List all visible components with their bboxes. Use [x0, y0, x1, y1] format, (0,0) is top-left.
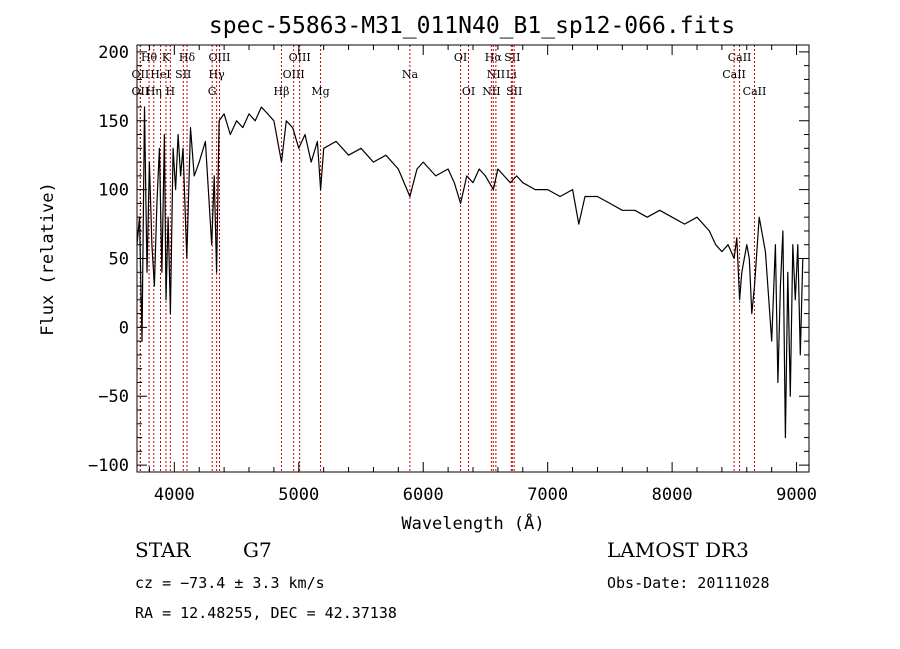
spectral-line-label: Mg: [311, 85, 329, 98]
spectral-line-label: H: [166, 85, 176, 98]
spectral-line-label: CaII: [728, 51, 752, 64]
spectral-line-label: Hδ: [179, 51, 196, 64]
x-axis-label: Wavelength (Å): [401, 512, 544, 534]
spectral-line-label: SII: [504, 51, 520, 64]
x-tick-label: 9000: [776, 485, 817, 505]
spectral-line-label: Hγ: [209, 68, 226, 81]
spectral-line-label: Hα: [485, 51, 503, 64]
spectral-line-label: G: [208, 85, 217, 98]
spectral-line-label: OII: [132, 85, 150, 98]
y-tick-label: 50: [109, 250, 129, 270]
y-tick-label: 200: [98, 43, 129, 63]
spectral-line-label: OIII: [283, 68, 305, 81]
x-tick-label: 4000: [154, 485, 195, 505]
spectral-line-label: Na: [402, 68, 419, 81]
spectral-line-label: NII: [487, 68, 505, 81]
spectral-line-label: Hη: [146, 85, 162, 98]
x-axis: 4000 5000 6000 7000 8000 9000: [148, 45, 817, 505]
y-tick-label: −100: [88, 456, 129, 476]
spectral-line-label: OI: [462, 85, 475, 98]
spectral-line-label: SII: [506, 85, 522, 98]
chart-title: spec-55863-M31_011N40_B1_sp12-066.fits: [209, 13, 735, 39]
x-tick-label: 7000: [527, 485, 568, 505]
spectral-line-label: Hθ: [141, 51, 158, 64]
spectral-line-label: OIII: [289, 51, 311, 64]
spectrum-series: [136, 106, 804, 439]
x-tick-label: 8000: [652, 485, 693, 505]
spectral-line-label: SII: [175, 68, 191, 81]
spectral-line-label: CaII: [722, 68, 746, 81]
x-tick-label: 5000: [278, 485, 319, 505]
velocity-readout: cz = −73.4 ± 3.3 km/s: [135, 574, 325, 592]
spectrum-line: [136, 106, 804, 439]
coordinates: RA = 12.48255, DEC = 42.37138: [135, 604, 397, 622]
spectral-line-label: OIII: [208, 51, 230, 64]
spectral-line-label: HeI: [150, 68, 170, 81]
y-tick-label: 100: [98, 181, 129, 201]
y-tick-label: 150: [98, 112, 129, 132]
x-tick-label: 6000: [403, 485, 444, 505]
spectral-line-label: CaII: [743, 85, 767, 98]
object-class: STAR: [135, 538, 191, 562]
object-subclass: G7: [243, 538, 272, 562]
survey-name: LAMOST DR3: [607, 538, 749, 562]
spectral-line-label: OI: [454, 51, 467, 64]
spectral-line-label: NII: [482, 85, 500, 98]
spectral-line-label: Li: [506, 68, 517, 81]
spectral-line-label: Hβ: [274, 85, 290, 98]
plot-frame: [136, 44, 810, 473]
spectral-line-label: K: [162, 51, 171, 64]
obs-date: Obs-Date: 20111028: [607, 574, 770, 592]
y-axis-label: Flux (relative): [38, 182, 58, 336]
y-tick-label: −50: [98, 387, 129, 407]
y-axis: −100 −50 0 50 100 150 200: [88, 43, 809, 476]
y-tick-label: 0: [119, 318, 129, 338]
